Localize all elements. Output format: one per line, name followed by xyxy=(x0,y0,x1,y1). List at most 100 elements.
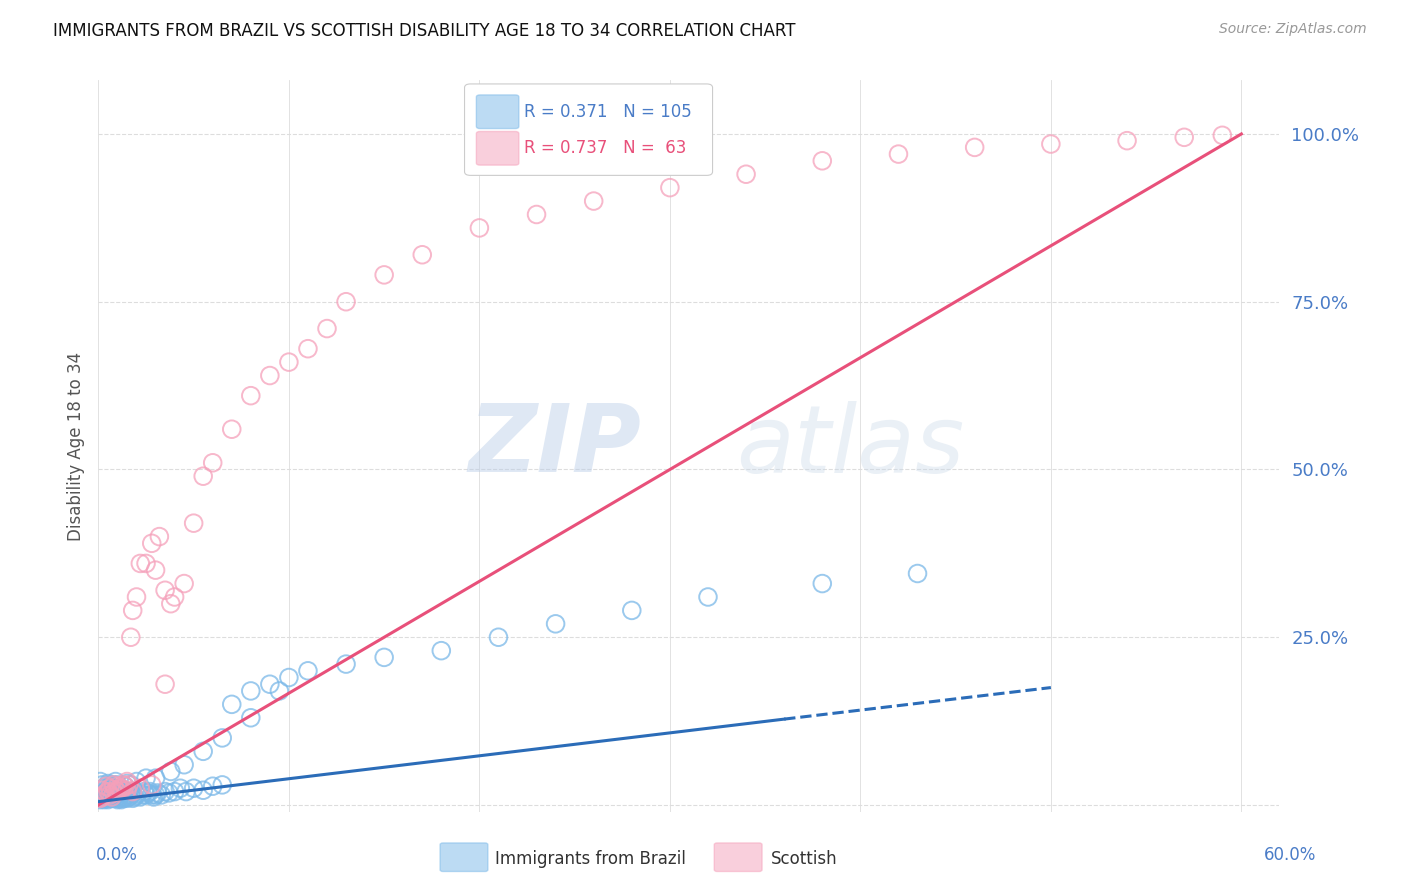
Point xyxy=(159,764,181,779)
Point xyxy=(129,789,152,804)
Text: 0.0%: 0.0% xyxy=(96,846,138,863)
Point xyxy=(811,576,834,591)
Point xyxy=(316,321,339,335)
Point xyxy=(544,616,567,631)
Point xyxy=(159,597,181,611)
Point xyxy=(142,789,165,804)
Point xyxy=(89,791,111,805)
Point xyxy=(104,788,127,802)
Point xyxy=(114,779,136,793)
Point xyxy=(107,792,129,806)
Point xyxy=(297,342,319,356)
Point xyxy=(114,789,136,804)
Point xyxy=(335,657,357,671)
Point xyxy=(115,776,138,790)
Point xyxy=(107,789,129,804)
Text: R = 0.737   N =  63: R = 0.737 N = 63 xyxy=(523,139,686,157)
Point xyxy=(430,643,453,657)
Point xyxy=(120,788,142,802)
Point xyxy=(120,630,142,644)
Point xyxy=(97,776,120,790)
Text: ZIP: ZIP xyxy=(468,400,641,492)
Point xyxy=(120,778,142,792)
Point xyxy=(91,791,114,805)
Point xyxy=(98,781,121,796)
Point xyxy=(91,788,114,802)
Text: Source: ZipAtlas.com: Source: ZipAtlas.com xyxy=(1219,22,1367,37)
Point xyxy=(658,180,681,194)
Point xyxy=(107,784,129,798)
Point xyxy=(115,788,138,802)
Point xyxy=(1116,134,1139,148)
Point xyxy=(93,781,115,796)
Point xyxy=(211,778,233,792)
Point xyxy=(131,788,153,802)
Point xyxy=(1211,128,1233,143)
Point xyxy=(146,786,169,800)
Point xyxy=(98,788,121,802)
Point xyxy=(135,771,157,785)
Point xyxy=(907,566,929,581)
Point xyxy=(112,791,135,805)
Text: Scottish: Scottish xyxy=(770,850,837,868)
Point xyxy=(259,368,281,383)
Point xyxy=(211,731,233,745)
Point xyxy=(135,557,157,571)
Point xyxy=(94,788,117,802)
Point xyxy=(201,456,224,470)
Point xyxy=(104,791,127,805)
Point xyxy=(963,140,986,154)
Point xyxy=(93,789,115,804)
Point xyxy=(221,422,243,436)
Point xyxy=(373,650,395,665)
Point xyxy=(141,778,163,792)
Point xyxy=(169,781,191,796)
Point xyxy=(103,778,125,792)
Point xyxy=(697,590,720,604)
Point xyxy=(98,791,121,805)
Point xyxy=(259,677,281,691)
Point xyxy=(136,786,159,800)
Point xyxy=(98,779,121,793)
Point xyxy=(110,784,132,798)
Y-axis label: Disability Age 18 to 34: Disability Age 18 to 34 xyxy=(66,351,84,541)
Point xyxy=(129,557,152,571)
Point xyxy=(108,786,131,800)
Point xyxy=(104,774,127,789)
Point xyxy=(100,781,122,796)
Text: IMMIGRANTS FROM BRAZIL VS SCOTTISH DISABILITY AGE 18 TO 34 CORRELATION CHART: IMMIGRANTS FROM BRAZIL VS SCOTTISH DISAB… xyxy=(53,22,796,40)
Point xyxy=(150,788,173,802)
Point xyxy=(97,784,120,798)
Point xyxy=(97,792,120,806)
Point xyxy=(183,781,205,796)
Point xyxy=(887,147,910,161)
Point xyxy=(124,789,146,804)
Point xyxy=(104,783,127,797)
Point xyxy=(153,784,176,798)
Point xyxy=(103,781,125,796)
Point xyxy=(1039,136,1062,151)
Point xyxy=(114,784,136,798)
Point xyxy=(108,791,131,805)
Point xyxy=(239,711,262,725)
Text: 60.0%: 60.0% xyxy=(1264,846,1316,863)
Point xyxy=(411,248,433,262)
Point xyxy=(112,778,135,792)
Point xyxy=(110,783,132,797)
Point xyxy=(145,563,167,577)
Point xyxy=(141,536,163,550)
Point xyxy=(100,784,122,798)
Point xyxy=(103,786,125,800)
Point xyxy=(153,677,176,691)
Point xyxy=(145,788,167,802)
Point xyxy=(112,786,135,800)
Point xyxy=(193,469,215,483)
Point xyxy=(277,671,299,685)
Text: R = 0.371   N = 105: R = 0.371 N = 105 xyxy=(523,103,692,120)
Point xyxy=(89,792,111,806)
Point xyxy=(103,789,125,804)
Point xyxy=(115,791,138,805)
Point xyxy=(93,792,115,806)
Point xyxy=(183,516,205,531)
Point xyxy=(94,784,117,798)
